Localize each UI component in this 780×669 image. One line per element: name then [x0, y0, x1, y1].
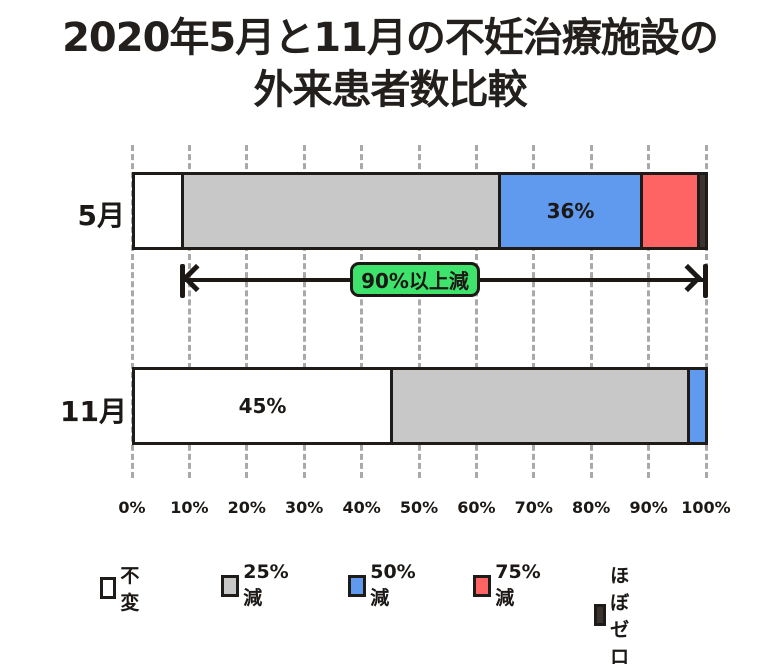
row-label-nov: 11月	[60, 395, 127, 428]
bar-may: 36%	[132, 172, 708, 250]
x-tick-label: 60%	[457, 498, 496, 517]
x-tick-label: 70%	[514, 498, 553, 517]
gridline	[417, 145, 421, 478]
legend-label: 50%減	[370, 561, 416, 609]
swatch-down50	[348, 574, 367, 597]
bar-segment-unchanged: 45%	[135, 370, 393, 442]
x-tick-label: 100%	[681, 498, 731, 517]
bar-segment-down25	[393, 370, 690, 442]
bar-segment-unchanged	[135, 175, 184, 247]
x-tick-label: 40%	[342, 498, 381, 517]
arrow-end-bar	[703, 264, 708, 298]
legend-label: 不変	[120, 565, 140, 614]
legend-item-down75: 75%減	[473, 561, 544, 610]
swatch-unchanged	[100, 577, 117, 599]
bar-nov: 45%	[132, 367, 708, 445]
x-tick-label: 50%	[399, 498, 439, 517]
gridline	[187, 145, 191, 478]
gridline	[360, 145, 364, 478]
gridline	[589, 145, 593, 478]
bar-segment-down75	[643, 175, 700, 247]
x-tick-label: 90%	[629, 498, 668, 517]
bar-segment-down50	[690, 370, 705, 442]
arrow-right-head-icon	[673, 263, 703, 293]
legend-label: 75%減	[495, 561, 541, 609]
gridline	[647, 145, 651, 478]
gridline	[704, 145, 708, 478]
x-tick-label: 0%	[118, 498, 146, 517]
swatch-near-zero	[594, 604, 607, 626]
legend-label: 25%減	[243, 561, 289, 609]
bar-segment-down50: 36%	[501, 175, 643, 247]
swatch-down75	[473, 574, 492, 597]
gridline	[245, 145, 249, 478]
bar-segment-down25	[184, 175, 501, 247]
arrow-left-head-icon	[181, 263, 211, 293]
chart-title-line-1: 2020年5月と11月の不妊治療施設の	[62, 15, 719, 61]
swatch-down25	[221, 574, 240, 597]
gridline	[532, 145, 536, 478]
row-label-may: 5月	[77, 199, 125, 232]
legend-item-unchanged: 不変	[100, 561, 145, 615]
bar-segment-near-zero	[700, 175, 705, 247]
gridline	[302, 145, 306, 478]
arrow-start-bar	[180, 264, 185, 298]
x-tick-label: 30%	[285, 498, 324, 517]
x-tick-label: 80%	[572, 498, 611, 517]
annotation-badge: 90%以上減	[350, 262, 480, 297]
legend-item-near-zero: ほぼゼロ	[594, 561, 639, 669]
chart-title-line-2: 外来患者数比較	[253, 67, 528, 113]
x-tick-label: 20%	[227, 498, 266, 517]
gridline	[474, 145, 478, 478]
x-tick-label: 10%	[170, 498, 209, 517]
legend-label: ほぼゼロ	[610, 565, 630, 668]
gridline	[130, 145, 134, 478]
legend-item-down50: 50%減	[348, 561, 419, 610]
legend-item-down25: 25%減	[221, 561, 292, 610]
